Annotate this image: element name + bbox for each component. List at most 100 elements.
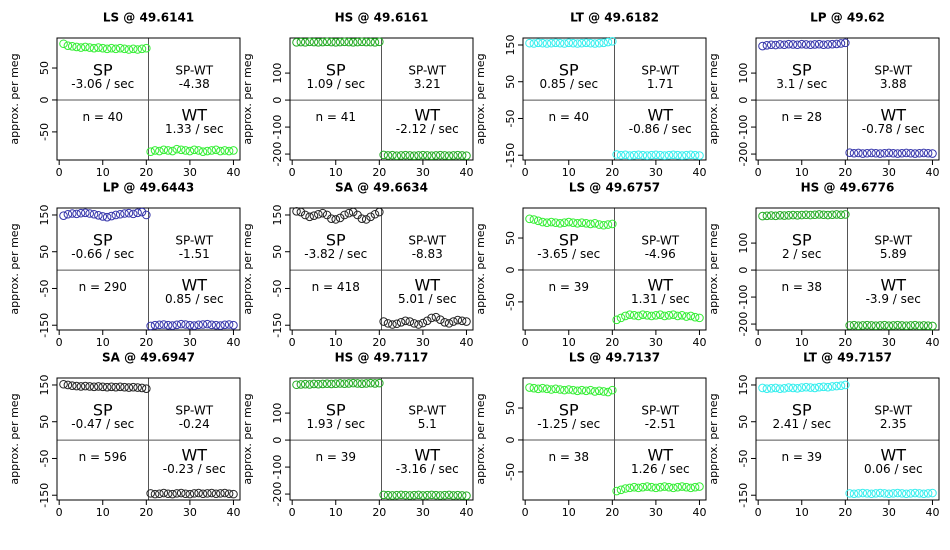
point [788,383,798,393]
point [915,321,924,330]
point [669,150,678,160]
point [651,150,661,160]
point [823,40,833,49]
point [775,210,785,220]
x-tick-label: 20 [838,336,852,349]
point [111,210,121,220]
point [888,321,898,330]
point [348,207,358,217]
point [185,320,195,330]
annotation: WT [181,106,207,125]
point [63,380,73,390]
x-tick-label: 10 [96,336,110,349]
point [669,310,678,319]
annotation: 1.71 [647,77,674,91]
point [296,207,306,217]
point [440,490,449,500]
point [525,383,534,392]
point [801,40,811,49]
point [340,37,349,47]
y-tick-label: 150 [38,204,51,225]
y-tick-label: 0 [504,436,517,443]
x-tick-label: 10 [562,166,576,179]
chart-title: SA @ 49.6947 [102,351,195,365]
point [880,489,889,498]
point [547,217,556,227]
point [229,489,238,499]
annotation: 3.88 [880,77,907,91]
point [862,320,872,330]
point [621,311,630,321]
plot-frame [755,377,940,501]
annotation: -3.06 / sec [71,77,134,91]
point [551,384,560,394]
point [133,45,142,54]
x-tick-label: 20 [372,336,386,349]
point [292,38,301,47]
point [322,379,332,388]
point [784,383,793,392]
point [146,147,155,156]
point [444,490,454,500]
point [309,37,319,47]
annotation: SP [792,60,812,79]
point [849,148,859,158]
point [357,379,367,388]
point [581,386,591,396]
point [780,383,789,393]
annotation: -0.24 [179,417,210,431]
y-axis-label: approx. per meg [707,223,720,314]
annotation: SP [792,400,812,419]
annotation: n = 38 [781,280,822,294]
point [150,320,160,330]
point [189,489,199,498]
point [814,382,824,392]
point [673,482,682,492]
point [142,43,151,53]
x-tick-label: 20 [372,166,386,179]
annotation: SP [792,230,812,249]
point [67,42,77,51]
point [392,319,402,329]
y-tick-label: -50 [38,449,51,467]
point [849,320,859,330]
point [651,483,661,493]
x-tick-label: 10 [329,336,343,349]
point [547,38,556,48]
point [85,43,94,52]
point [599,38,608,48]
point [361,215,371,224]
point [682,312,691,321]
point [806,40,815,50]
point [414,490,423,500]
y-tick-label: -150 [38,313,51,338]
point [529,383,539,393]
point [81,381,90,391]
point [551,38,560,48]
point [884,321,894,330]
point [801,210,811,220]
x-tick-label: 30 [416,336,430,349]
point [115,43,125,53]
point [902,321,911,330]
y-tick-label: 150 [737,374,750,395]
x-tick-label: 10 [329,506,343,519]
y-tick-label: 0 [271,437,284,444]
annotation: WT [414,446,440,465]
point [353,37,362,47]
point [150,146,160,155]
point [784,210,793,220]
point [875,488,885,498]
y-tick-label: -50 [38,123,51,141]
point [542,218,552,227]
point [440,317,449,327]
y-axis-label: approx. per meg [474,393,487,484]
point [538,383,547,393]
point [216,489,225,498]
point [418,491,428,500]
point [581,38,591,48]
point [220,488,230,498]
point [814,39,824,49]
annotation: SP-WT [874,63,912,77]
point [383,490,393,500]
